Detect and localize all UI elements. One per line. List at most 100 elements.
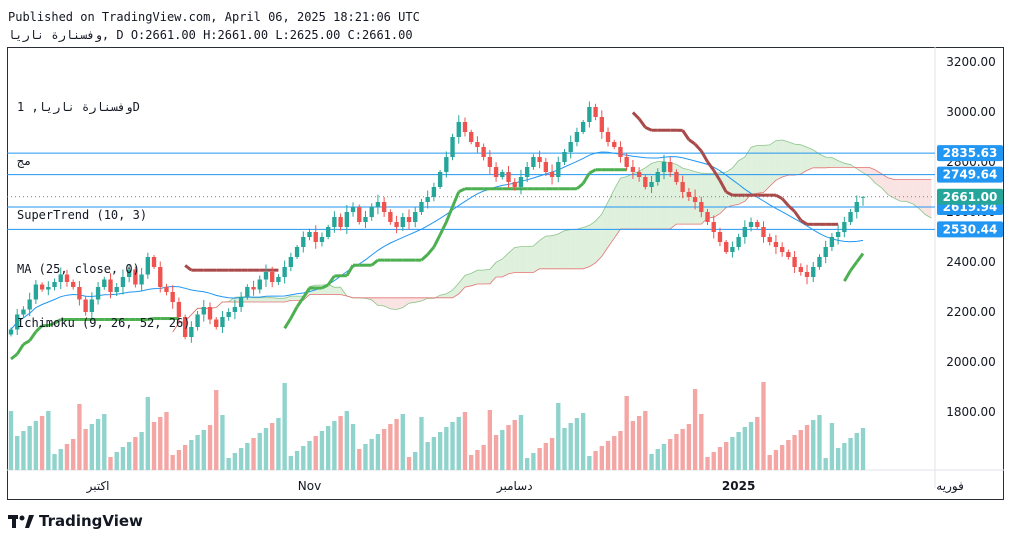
cloud-segment (726, 168, 733, 208)
volume-bar (257, 433, 262, 470)
cloud-segment (738, 157, 745, 205)
supertrend-segment (693, 143, 703, 153)
supertrend-segment (321, 283, 329, 290)
supertrend-segment (22, 339, 31, 346)
volume-bar (786, 440, 791, 470)
supertrend-segment (725, 190, 734, 197)
volume-bar (823, 458, 828, 470)
volume-bar (736, 432, 741, 470)
level-badge (937, 221, 1003, 238)
candle-body (71, 282, 76, 287)
cloud-segment (533, 240, 540, 273)
candle-body (413, 212, 418, 222)
supertrend-segment (53, 318, 62, 325)
level-label: 2749.64 (943, 168, 998, 182)
volume-bar (692, 389, 698, 470)
legend-ma[interactable]: MA (25, close, 0) (17, 262, 140, 276)
volume-bar (282, 383, 287, 470)
volume-bar (556, 403, 561, 470)
supertrend-segment (775, 193, 783, 200)
volume-bar (767, 455, 772, 470)
candle-body (363, 217, 368, 222)
volume-bar (549, 438, 555, 470)
volume-bar (431, 437, 437, 470)
candle-body (257, 279, 262, 290)
candle-body (556, 162, 561, 177)
supertrend-segment (637, 117, 647, 129)
candle-body (792, 257, 797, 267)
candle-body (531, 157, 536, 167)
cloud-segment (552, 233, 559, 269)
volume-bar (817, 415, 822, 470)
volume-bar (176, 450, 182, 470)
cloud-segment (458, 275, 465, 294)
cloud-segment (452, 283, 459, 298)
candle-body (89, 299, 95, 312)
candle-body (481, 147, 486, 157)
cloud-segment (259, 297, 266, 302)
supertrend-segment (631, 111, 641, 120)
price-chart[interactable]: 1800.002000.002200.002400.002600.002800.… (7, 47, 1004, 500)
candle-body (388, 212, 393, 222)
legend-symbol[interactable]: وفسنارة ناريا, 1D (17, 100, 140, 114)
supertrend-segment (458, 187, 466, 194)
candle-body (580, 122, 586, 132)
candle-body (705, 212, 710, 222)
volume-bar (518, 415, 524, 470)
candle-body (748, 222, 754, 227)
volume-bar (475, 450, 480, 470)
volume-bar (77, 404, 82, 470)
candle-body (711, 222, 716, 232)
volume-bar (245, 443, 250, 470)
cloud-segment (608, 189, 615, 248)
candle-body (431, 187, 437, 197)
cloud-segment (664, 161, 671, 229)
time-axis[interactable]: اكتبرNovدسامبر2025فوريهمارسآوريل (86, 478, 1004, 494)
candle-body (263, 272, 269, 280)
candle-body (189, 327, 194, 337)
cloud-segment (266, 297, 273, 302)
supertrend-segment (10, 352, 19, 361)
price-axis[interactable]: 1800.002000.002200.002400.002600.002800.… (937, 55, 1003, 419)
legend-ichimoku[interactable]: Ichimoku (9, 26, 52, 26) (17, 316, 191, 330)
candle-body (126, 269, 132, 277)
candle-body (804, 272, 810, 277)
price-tick-label: 2000.00 (946, 355, 996, 369)
candle-body (860, 196, 866, 198)
cloud-segment (751, 145, 758, 195)
level-badge (937, 145, 1003, 162)
volume-bar (543, 443, 549, 470)
horizontal-levels[interactable] (7, 152, 935, 230)
cloud-segment (887, 177, 895, 199)
candle-body (599, 117, 604, 132)
cloud-segment (906, 179, 913, 204)
volume-bar (64, 444, 70, 470)
volume-bar (89, 424, 95, 470)
candle-body (518, 177, 524, 187)
cloud-segment (377, 297, 385, 306)
supertrend-segment (289, 306, 299, 319)
supertrend-segment (47, 321, 56, 328)
supertrend-segment (345, 264, 355, 277)
cloud-segment (757, 145, 764, 194)
volume-bar (860, 428, 866, 470)
supertrend (10, 111, 865, 361)
legend-supertrend[interactable]: SuperTrend (10, 3) (17, 208, 148, 222)
cloud-segment (390, 297, 397, 310)
cloud-segment (477, 270, 484, 284)
candle-body (574, 132, 580, 142)
volume-bar (164, 412, 169, 470)
candle-body (21, 309, 26, 315)
cloud-segment (446, 290, 453, 298)
candle-body (450, 137, 455, 157)
tradingview-logo[interactable]: TradingView (8, 512, 143, 530)
chart-svg[interactable]: 1800.002000.002200.002400.002600.002800.… (7, 47, 1004, 500)
volume-bar (95, 419, 101, 470)
volume-bar (120, 447, 126, 470)
candle-body (27, 299, 32, 310)
candle-body (301, 237, 306, 247)
candle-body (618, 147, 623, 157)
volume-bar (792, 435, 797, 470)
supertrend-segment (681, 129, 691, 141)
supertrend-segment (34, 324, 44, 333)
